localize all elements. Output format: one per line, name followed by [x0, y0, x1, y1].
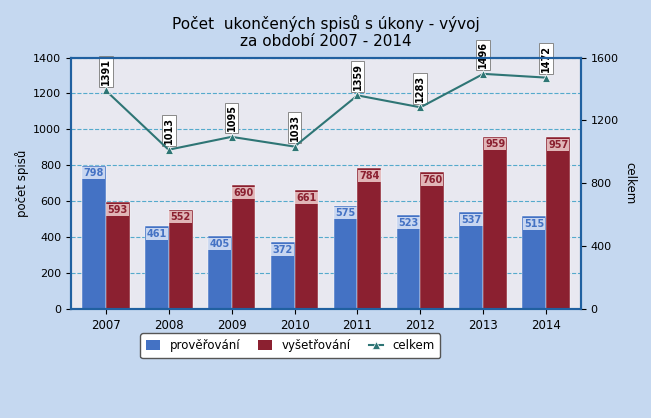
Bar [294, 190, 318, 309]
Text: 690: 690 [233, 188, 254, 198]
Text: 405: 405 [210, 239, 230, 249]
Bar [421, 172, 445, 309]
Bar [208, 236, 232, 309]
Text: 784: 784 [359, 171, 380, 181]
Bar [484, 137, 507, 309]
Text: 372: 372 [272, 245, 293, 255]
Text: 959: 959 [485, 139, 505, 149]
Bar [460, 212, 484, 309]
Bar [105, 202, 130, 309]
Text: 523: 523 [398, 218, 419, 228]
Text: 1013: 1013 [163, 117, 174, 144]
Text: 957: 957 [548, 140, 568, 150]
Text: 1359: 1359 [352, 63, 363, 90]
Bar [396, 215, 421, 309]
Y-axis label: celkem: celkem [623, 162, 636, 204]
Bar [145, 226, 169, 309]
Bar [81, 166, 105, 309]
Text: 1391: 1391 [101, 58, 111, 85]
Text: 1033: 1033 [290, 114, 299, 141]
Text: 760: 760 [422, 175, 443, 185]
Bar [357, 168, 381, 309]
Text: 593: 593 [107, 205, 128, 215]
Bar [232, 185, 255, 309]
Text: 1472: 1472 [542, 45, 551, 72]
Text: 515: 515 [524, 219, 544, 229]
Bar [169, 210, 193, 309]
Text: 537: 537 [462, 215, 482, 225]
Bar [546, 137, 570, 309]
Legend: prověřování, vyšetřování, celkem: prověřování, vyšetřování, celkem [140, 334, 440, 358]
Text: 552: 552 [171, 212, 191, 222]
Y-axis label: počet spisů: počet spisů [15, 150, 29, 217]
Bar [523, 217, 546, 309]
Bar [333, 206, 357, 309]
Text: 1283: 1283 [415, 75, 426, 102]
Text: 798: 798 [83, 168, 104, 178]
Text: 575: 575 [335, 208, 355, 218]
Text: 461: 461 [146, 229, 167, 239]
Text: 1095: 1095 [227, 104, 236, 131]
Text: 661: 661 [296, 193, 316, 203]
Text: 1496: 1496 [478, 41, 488, 69]
Bar [271, 242, 294, 309]
Title: Počet  ukončených spisů s úkony - vývoj
za období 2007 - 2014: Počet ukončených spisů s úkony - vývoj z… [172, 15, 480, 49]
